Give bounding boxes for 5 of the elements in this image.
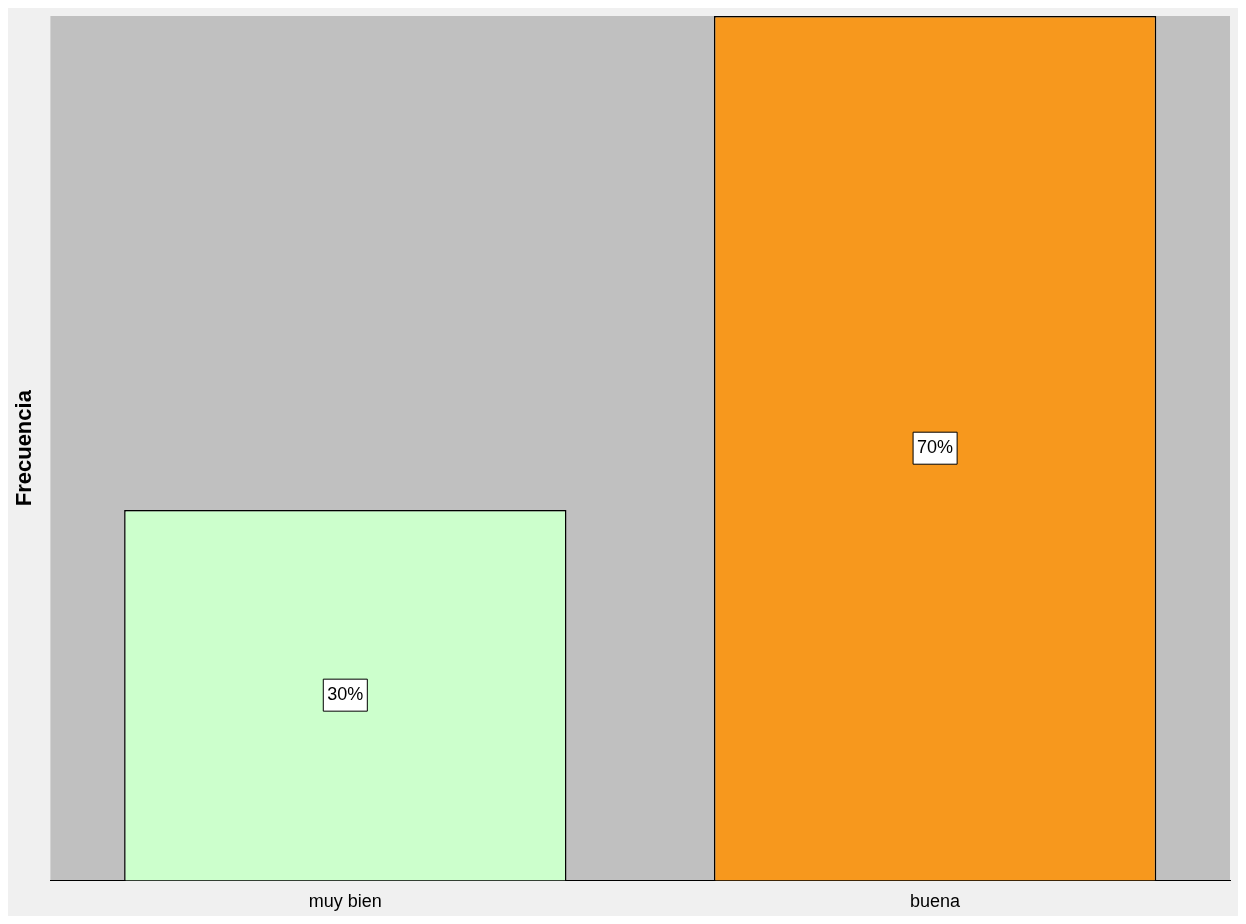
data-label: 30%	[327, 684, 364, 705]
data-label: 70%	[917, 437, 954, 458]
y-axis-title: Frecuencia	[11, 389, 37, 507]
x-tick-label: buena	[910, 891, 962, 912]
x-tick-label: muy bien	[308, 891, 382, 912]
